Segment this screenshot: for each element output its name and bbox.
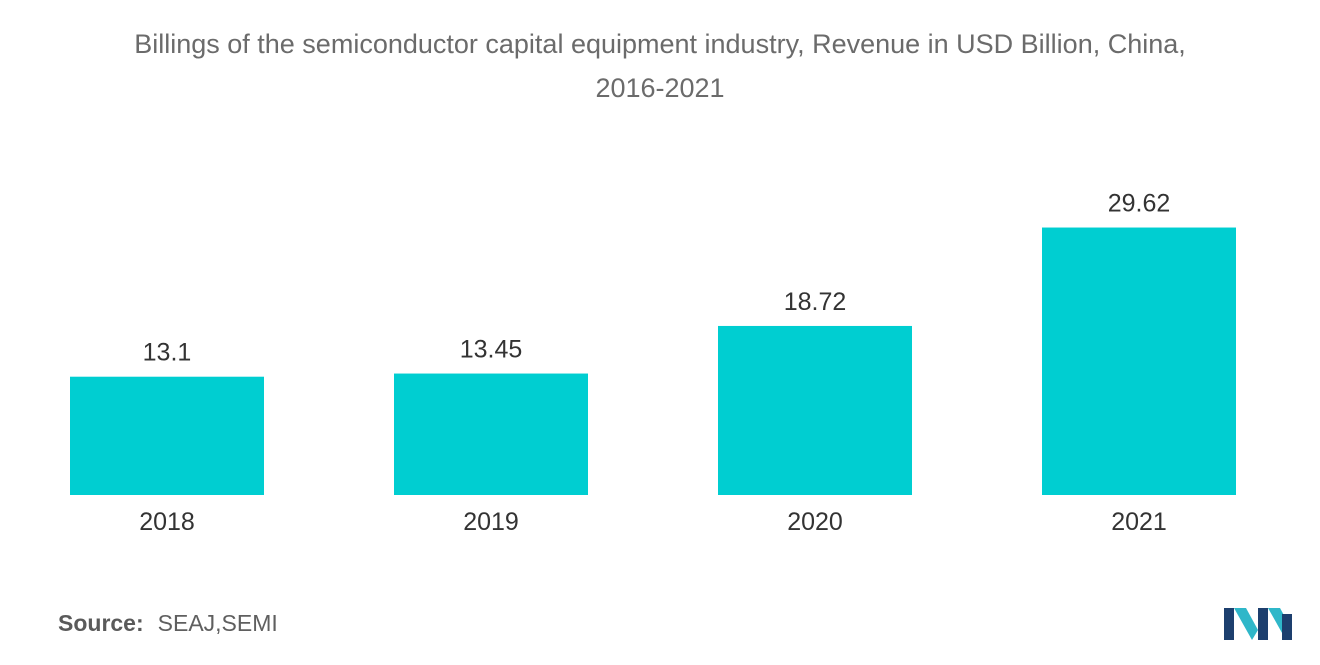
value-label-2018: 13.1 — [143, 339, 192, 367]
x-tick-label-2019: 2019 — [463, 508, 519, 536]
bar-2018 — [70, 376, 264, 495]
source-text: SEAJ,SEMI — [157, 610, 278, 636]
x-tick-label-2021: 2021 — [1111, 508, 1167, 536]
chart-title: Billings of the semiconductor capital eq… — [0, 22, 1320, 110]
bar-chart: 13.1 2018 13.45 2019 18.72 2020 29.62 2021 — [70, 190, 1236, 536]
value-label-2021: 29.62 — [1108, 190, 1171, 218]
bar-2020 — [718, 325, 912, 495]
chart-title-line-1: Billings of the semiconductor capital eq… — [134, 29, 1186, 59]
value-label-2019: 13.45 — [460, 336, 523, 364]
bar-2021 — [1042, 227, 1236, 495]
value-label-2020: 18.72 — [784, 288, 847, 316]
mordor-intelligence-logo-icon — [1224, 604, 1292, 645]
chart-title-line-2: 2016-2021 — [595, 73, 725, 103]
source-label: Source: — [58, 610, 144, 636]
bar-2019 — [394, 373, 588, 495]
x-tick-label-2018: 2018 — [139, 508, 195, 536]
x-tick-label-2020: 2020 — [787, 508, 843, 536]
source-note: Source: SEAJ,SEMI — [58, 610, 278, 637]
